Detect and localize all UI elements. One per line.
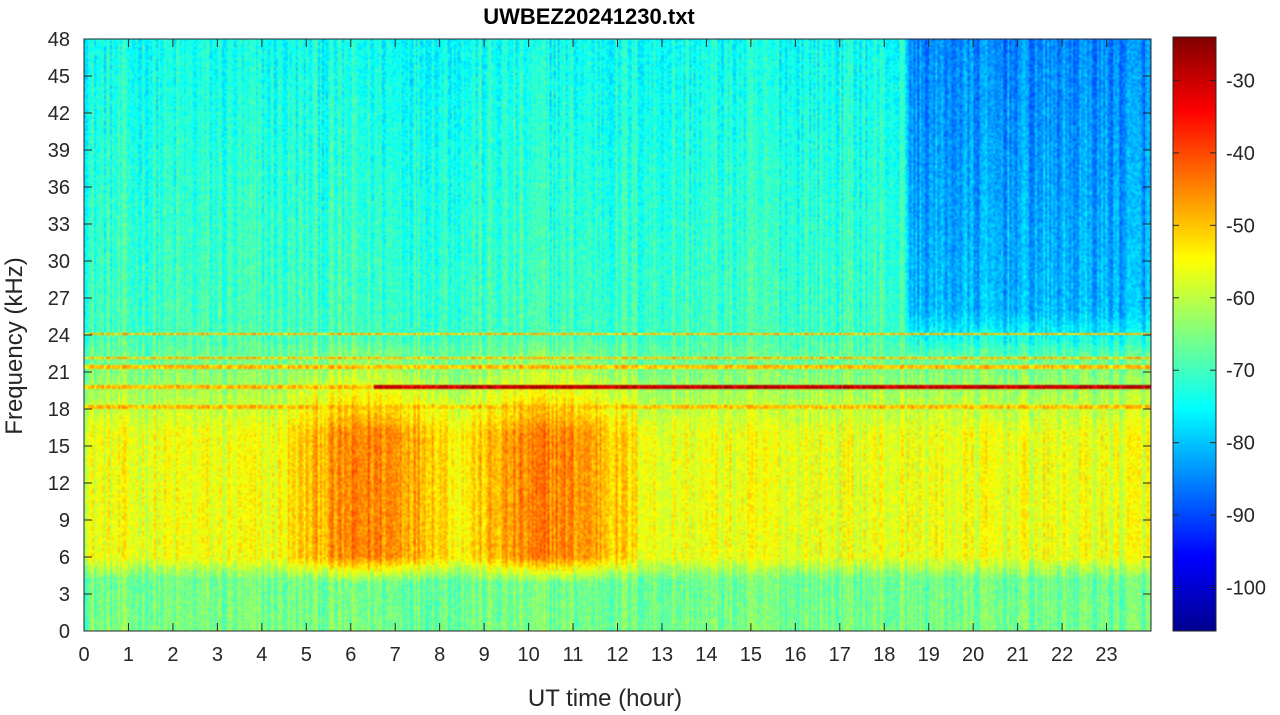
x-tick-label: 5 (301, 644, 312, 666)
colorbar-gradient (1172, 36, 1217, 632)
x-tick-label: 23 (1095, 644, 1117, 666)
colorbar: -100 -90 -80 -70 -60 -50 -40 -30 (1172, 36, 1266, 632)
y-tick-label: 12 (48, 473, 70, 495)
x-tick-label: 8 (434, 644, 445, 666)
colorbar-tick-label: -30 (1226, 70, 1255, 92)
y-tick-label: 45 (48, 66, 70, 88)
colorbar-tick-label: -100 (1226, 578, 1266, 600)
x-tick-label: 12 (606, 644, 628, 666)
plot-area (83, 38, 1152, 632)
y-tick-label: 15 (48, 436, 70, 458)
x-tick-label: 17 (829, 644, 851, 666)
x-tick-label: 20 (962, 644, 984, 666)
y-tick-label: 36 (48, 177, 70, 199)
x-axis: 0 1 2 3 4 5 6 7 8 9 10 11 12 13 14 15 16 17 18 19 20 21 22 23 (78, 39, 1118, 666)
y-tick-label: 48 (48, 29, 70, 51)
y-axis-title: Frequency (kHz) (1, 257, 28, 434)
x-tick-label: 11 (563, 644, 584, 666)
colorbar-ticks: -100 -90 -80 -70 -60 -50 -40 -30 (1173, 70, 1266, 600)
x-tick-label: 6 (345, 644, 356, 666)
x-tick-label: 7 (390, 644, 401, 666)
x-tick-label: 3 (212, 644, 223, 666)
colorbar-tick-label: -60 (1226, 288, 1255, 310)
spectrogram-heatmap (84, 39, 1151, 631)
x-tick-label: 1 (123, 644, 134, 666)
y-tick-label: 33 (48, 214, 70, 236)
x-tick-label: 15 (740, 644, 762, 666)
colorbar-tick-label: -40 (1226, 143, 1255, 165)
x-tick-label: 14 (695, 644, 717, 666)
x-tick-label: 0 (78, 644, 89, 666)
y-tick-label: 9 (59, 510, 70, 532)
colorbar-tick-label: -70 (1226, 360, 1255, 382)
y-tick-label: 0 (59, 621, 70, 643)
y-tick-label: 6 (59, 547, 70, 569)
colorbar-tick-label: -80 (1226, 433, 1255, 455)
x-tick-label: 16 (784, 644, 806, 666)
x-tick-label: 22 (1051, 644, 1073, 666)
y-tick-label: 42 (48, 103, 70, 125)
x-tick-label: 9 (479, 644, 490, 666)
y-tick-label: 24 (48, 325, 70, 347)
x-tick-label: 10 (517, 644, 539, 666)
y-tick-label: 30 (48, 251, 70, 273)
colorbar-tick-label: -90 (1226, 505, 1255, 527)
y-tick-label: 3 (59, 584, 70, 606)
x-tick-label: 4 (256, 644, 267, 666)
y-tick-label: 27 (48, 288, 70, 310)
x-axis-title: UT time (hour) (528, 685, 682, 712)
x-tick-label: 13 (651, 644, 673, 666)
x-tick-label: 2 (167, 644, 178, 666)
x-tick-label: 19 (918, 644, 940, 666)
colorbar-tick-label: -50 (1226, 215, 1255, 237)
x-tick-label: 21 (1007, 644, 1029, 666)
y-tick-label: 39 (48, 140, 70, 162)
y-tick-label: 18 (48, 399, 70, 421)
y-tick-label: 21 (48, 362, 70, 384)
x-tick-label: 18 (873, 644, 895, 666)
chart-title: UWBEZ20241230.txt (483, 4, 695, 29)
